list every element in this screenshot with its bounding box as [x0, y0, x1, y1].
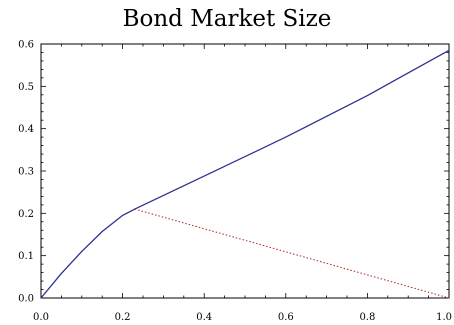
series-group — [40, 49, 450, 299]
x-tick-label: 0.0 — [33, 312, 49, 323]
axis-tick-labels: 0.0 0.2 0.4 0.6 0.8 1.0 0.0 0.1 0.2 0.3 0.4 0.5 0.6 — [18, 40, 452, 324]
x-tick-label: 0.2 — [115, 312, 131, 323]
x-tick-label: 0.6 — [278, 312, 294, 323]
x-tick-label: 0.8 — [359, 312, 375, 323]
y-tick-label: 0.6 — [18, 40, 34, 51]
x-tick-label: 0.4 — [196, 312, 212, 323]
y-tick-label: 0.0 — [18, 294, 34, 305]
y-tick-label: 0.5 — [18, 82, 34, 93]
y-tick-label: 0.4 — [18, 124, 34, 135]
y-tick-label: 0.3 — [18, 167, 34, 178]
chart-title: Bond Market Size — [122, 6, 332, 32]
axis-ticks — [40, 43, 450, 299]
y-tick-label: 0.1 — [18, 251, 34, 262]
x-tick-label: 1.0 — [436, 312, 452, 323]
series-dotted-line — [134, 208, 450, 299]
plot-frame — [40, 43, 450, 299]
series-solid-line — [40, 49, 450, 299]
y-tick-label: 0.2 — [18, 209, 34, 220]
